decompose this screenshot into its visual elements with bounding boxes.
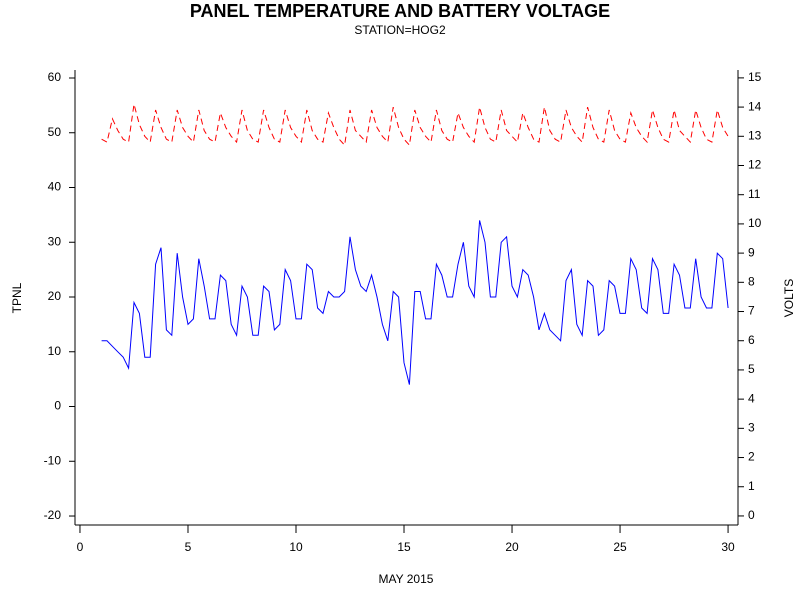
data-line bbox=[101, 104, 729, 147]
x-tick-label: 5 bbox=[185, 540, 192, 554]
y-tick-label: 60 bbox=[48, 70, 62, 84]
y-tick-label: 30 bbox=[48, 234, 62, 248]
y-tick-label: 50 bbox=[48, 125, 62, 139]
y-tick-label: -20 bbox=[44, 508, 62, 522]
chart-subtitle: STATION=HOG2 bbox=[354, 23, 446, 37]
x-tick-label: 20 bbox=[505, 540, 519, 554]
y2-tick-label: 10 bbox=[748, 216, 762, 230]
y2-tick-label: 8 bbox=[748, 274, 755, 288]
y-tick-label: 40 bbox=[48, 180, 62, 194]
y2-tick-label: 3 bbox=[748, 421, 755, 435]
y-tick-label: -10 bbox=[44, 453, 62, 467]
y-tick-label: 0 bbox=[54, 399, 61, 413]
y2-tick-label: 15 bbox=[748, 70, 762, 84]
chart-title: PANEL TEMPERATURE AND BATTERY VOLTAGE bbox=[190, 1, 610, 21]
x-tick-label: 25 bbox=[613, 540, 627, 554]
y2-tick-label: 11 bbox=[748, 187, 761, 201]
y2-tick-label: 12 bbox=[748, 158, 762, 172]
y-tick-label: 20 bbox=[48, 289, 62, 303]
y2-axis-label: VOLTS bbox=[782, 279, 796, 317]
y2-tick-label: 4 bbox=[748, 391, 755, 405]
x-tick-label: 30 bbox=[721, 540, 735, 554]
y2-tick-label: 0 bbox=[748, 508, 755, 522]
y2-tick-label: 9 bbox=[748, 245, 755, 259]
y2-tick-label: 7 bbox=[748, 304, 755, 318]
y-axis-label: TPNL bbox=[10, 282, 24, 313]
y2-tick-label: 14 bbox=[748, 99, 762, 113]
y2-tick-label: 6 bbox=[748, 333, 755, 347]
x-tick-label: 15 bbox=[397, 540, 411, 554]
y-tick-label: 10 bbox=[48, 344, 62, 358]
x-tick-label: 10 bbox=[289, 540, 303, 554]
x-axis-label: MAY 2015 bbox=[379, 572, 434, 586]
x-tick-label: 0 bbox=[77, 540, 84, 554]
y2-tick-label: 1 bbox=[748, 479, 755, 493]
y2-tick-label: 5 bbox=[748, 362, 755, 376]
data-line bbox=[101, 220, 729, 385]
y2-tick-label: 2 bbox=[748, 450, 755, 464]
y2-tick-label: 13 bbox=[748, 128, 762, 142]
